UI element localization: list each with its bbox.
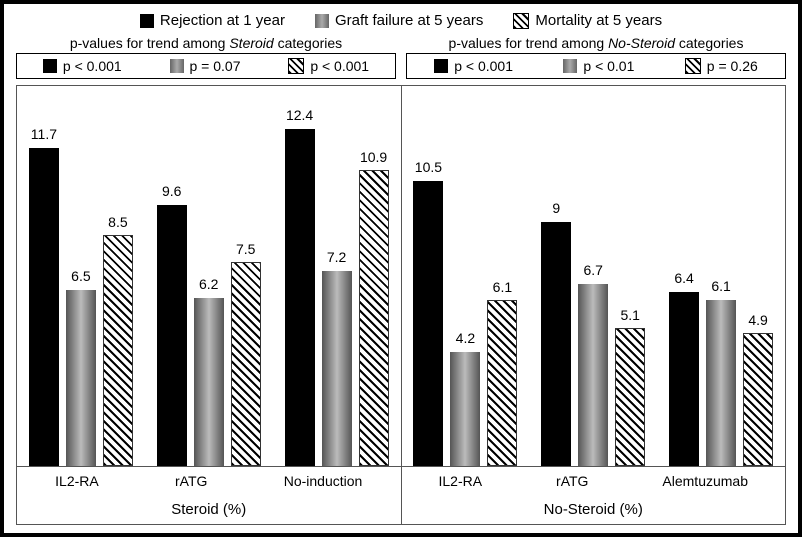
bar: 12.4: [285, 129, 315, 466]
chart-container: Rejection at 1 year Graft failure at 5 y…: [0, 0, 802, 537]
bar-group: 9.66.27.5: [157, 86, 261, 466]
bar-group: 10.54.26.1: [413, 86, 517, 466]
x-category-label: IL2-RA: [438, 473, 482, 489]
bar-value-label: 6.1: [493, 279, 512, 295]
bar: 7.5: [231, 262, 261, 466]
x-panel: IL2-RA rATG Alemtuzumab: [401, 467, 787, 495]
bar-value-label: 6.2: [199, 276, 218, 292]
swatch-hatch: [513, 13, 529, 29]
bar: 7.2: [322, 271, 352, 466]
pvalue-title-steroid: p-values for trend among Steroid categor…: [16, 35, 396, 51]
pvalue-title-prefix: p-values for trend among: [70, 35, 230, 51]
legend-item-graft: Graft failure at 5 years: [315, 12, 483, 29]
bar: 5.1: [615, 328, 645, 466]
pvalue-title-prefix: p-values for trend among: [449, 35, 609, 51]
bar-group: 11.76.58.5: [29, 86, 133, 466]
pvalue-text: p < 0.001: [310, 58, 369, 74]
legend-label: Rejection at 1 year: [160, 12, 285, 29]
legend-item-mortality: Mortality at 5 years: [513, 12, 662, 29]
bar: 9.6: [157, 205, 187, 466]
pvalue-title-suffix: categories: [675, 35, 743, 51]
chart-panel: 10.54.26.196.75.16.46.14.9: [401, 86, 787, 466]
bar-value-label: 6.7: [584, 262, 603, 278]
x-axis: IL2-RA rATG No-induction IL2-RA rATG Alemtuzu…: [16, 467, 786, 495]
chart-panel: 11.76.58.59.66.27.512.47.210.9: [16, 86, 401, 466]
bar: 4.9: [743, 333, 773, 466]
bar-value-label: 8.5: [108, 214, 127, 230]
bar: 11.7: [29, 148, 59, 466]
bar: 6.1: [487, 300, 517, 466]
bar: 6.7: [578, 284, 608, 466]
bar: 6.5: [66, 290, 96, 466]
pvalue-item: p < 0.01: [563, 58, 634, 74]
pvalue-text: p < 0.001: [63, 58, 122, 74]
bar-value-label: 6.1: [711, 278, 730, 294]
bar-value-label: 6.5: [71, 268, 90, 284]
x-category-label: Alemtuzumab: [662, 473, 748, 489]
pvalue-item: p < 0.001: [43, 58, 122, 74]
bar-value-label: 5.1: [621, 307, 640, 323]
bar: 10.9: [359, 170, 389, 466]
swatch-black: [140, 14, 154, 28]
bar-value-label: 10.9: [360, 149, 387, 165]
panel-title-row: Steroid (%)No-Steroid (%): [16, 495, 786, 525]
bar-value-label: 4.9: [748, 312, 767, 328]
x-panel: IL2-RA rATG No-induction: [16, 467, 401, 495]
pvalue-text: p < 0.001: [454, 58, 513, 74]
swatch-gray: [563, 59, 577, 73]
bar-value-label: 9.6: [162, 183, 181, 199]
x-category-label: No-induction: [284, 473, 363, 489]
bar-group: 12.47.210.9: [285, 86, 389, 466]
bar: 6.2: [194, 298, 224, 466]
x-category-label: IL2-RA: [55, 473, 99, 489]
bar-value-label: 12.4: [286, 107, 313, 123]
pvalue-content-nosteroid: p < 0.001 p < 0.01 p = 0.26: [406, 53, 786, 79]
swatch-gray: [170, 59, 184, 73]
bar: 10.5: [413, 181, 443, 466]
legend-label: Graft failure at 5 years: [335, 12, 483, 29]
legend-item-rejection: Rejection at 1 year: [140, 12, 285, 29]
top-legend: Rejection at 1 year Graft failure at 5 y…: [16, 12, 786, 29]
pvalue-text: p < 0.01: [583, 58, 634, 74]
legend-label: Mortality at 5 years: [535, 12, 662, 29]
bar: 6.4: [669, 292, 699, 466]
swatch-black: [434, 59, 448, 73]
bar-value-label: 7.5: [236, 241, 255, 257]
pvalue-boxes: p-values for trend among Steroid categor…: [16, 35, 786, 79]
pvalue-item: p < 0.001: [434, 58, 513, 74]
panel-title: Steroid (%): [16, 495, 401, 525]
x-category-label: rATG: [556, 473, 588, 489]
pvalue-item: p = 0.26: [685, 58, 758, 74]
pvalue-box-steroid: p-values for trend among Steroid categor…: [16, 35, 396, 79]
bar: 8.5: [103, 235, 133, 466]
bar: 6.1: [706, 300, 736, 466]
pvalue-content-steroid: p < 0.001 p = 0.07 p < 0.001: [16, 53, 396, 79]
bar-group: 6.46.14.9: [669, 86, 773, 466]
pvalue-text: p = 0.07: [190, 58, 241, 74]
bar: 9: [541, 222, 571, 466]
bar-value-label: 10.5: [415, 159, 442, 175]
pvalue-text: p = 0.26: [707, 58, 758, 74]
bar-value-label: 6.4: [674, 270, 693, 286]
bar-value-label: 9: [552, 200, 560, 216]
panel-title: No-Steroid (%): [401, 495, 787, 525]
swatch-hatch: [288, 58, 304, 74]
x-category-label: rATG: [175, 473, 207, 489]
pvalue-title-nosteroid: p-values for trend among No-Steroid cate…: [406, 35, 786, 51]
swatch-black: [43, 59, 57, 73]
bar-group: 96.75.1: [541, 86, 645, 466]
swatch-hatch: [685, 58, 701, 74]
plot-area: 11.76.58.59.66.27.512.47.210.910.54.26.1…: [16, 85, 786, 467]
pvalue-title-em: No-Steroid: [608, 35, 675, 51]
pvalue-item: p < 0.001: [288, 58, 369, 74]
swatch-gray: [315, 14, 329, 28]
pvalue-box-nosteroid: p-values for trend among No-Steroid cate…: [406, 35, 786, 79]
bar-value-label: 11.7: [31, 126, 57, 142]
pvalue-item: p = 0.07: [170, 58, 241, 74]
bar-value-label: 7.2: [327, 249, 346, 265]
bar: 4.2: [450, 352, 480, 466]
pvalue-title-suffix: categories: [274, 35, 342, 51]
bar-value-label: 4.2: [456, 330, 475, 346]
pvalue-title-em: Steroid: [229, 35, 273, 51]
